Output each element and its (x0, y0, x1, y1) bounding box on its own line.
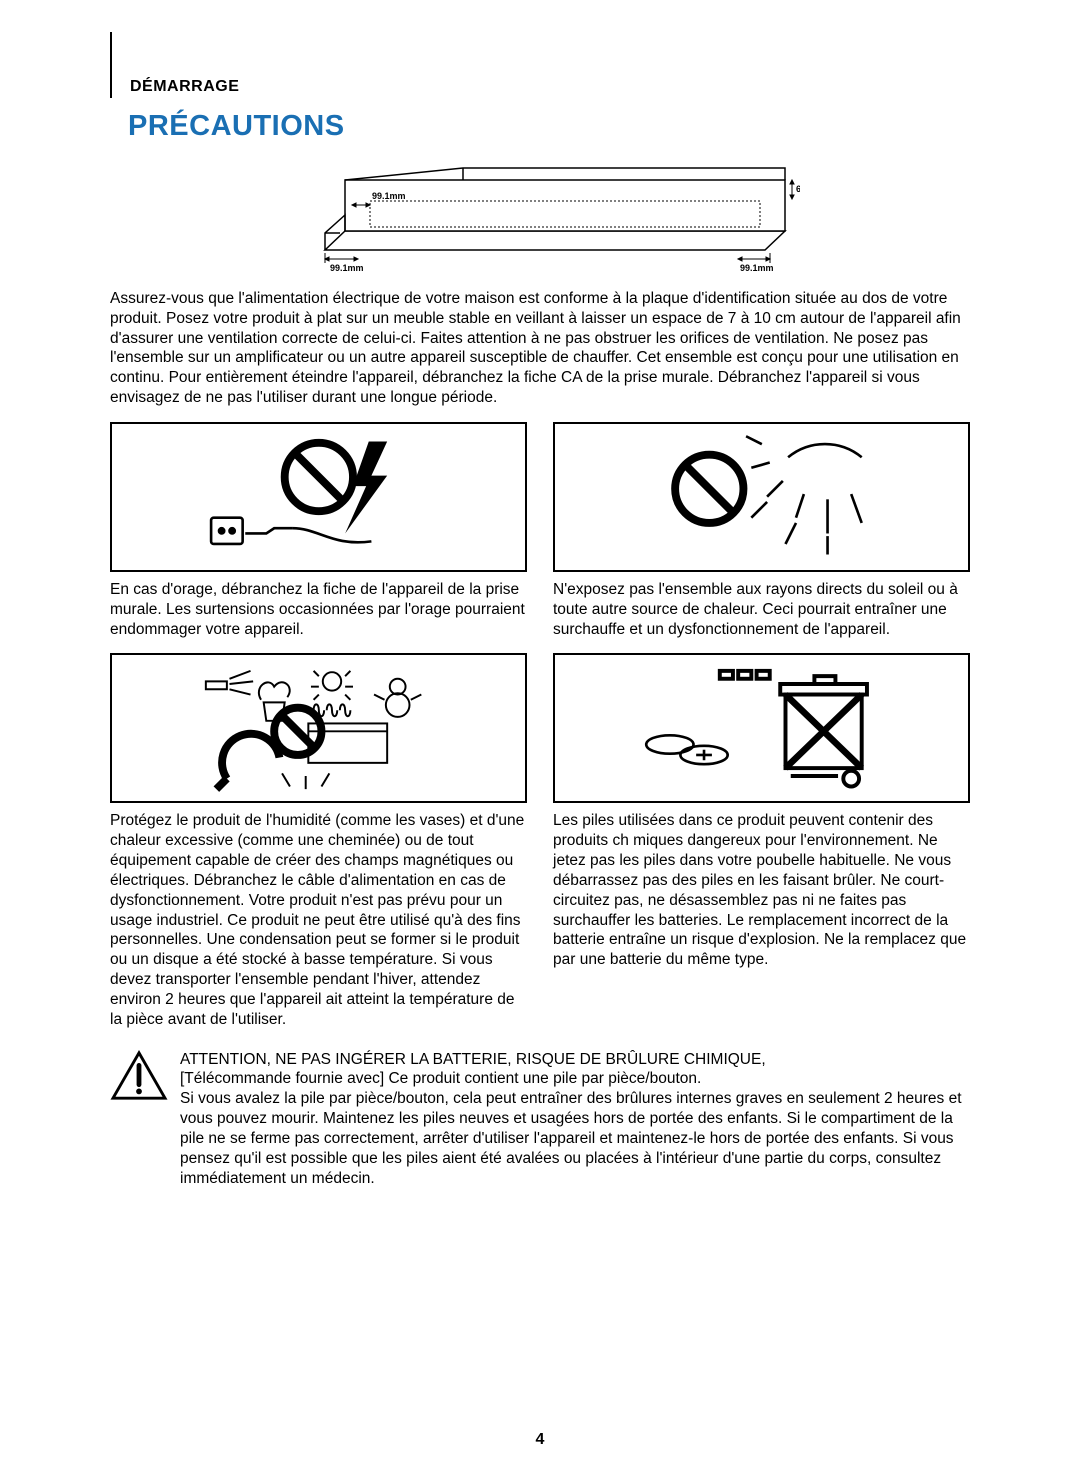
dim-right: 68.6mm (796, 184, 800, 194)
precaution-text: En cas d'orage, débranchez la fiche de l… (110, 580, 527, 639)
intro-paragraph: Assurez-vous que l'alimentation électriq… (110, 289, 970, 408)
page-title: PRÉCAUTIONS (128, 110, 970, 143)
battery-warning: ATTENTION, NE PAS INGÉRER LA BATTERIE, R… (110, 1050, 970, 1189)
no-storm-plug-icon (110, 422, 527, 572)
precaution-block: Les piles utilisées dans ce produit peuv… (553, 653, 970, 1043)
warning-text: ATTENTION, NE PAS INGÉRER LA BATTERIE, R… (180, 1050, 970, 1189)
precaution-block: Protégez le produit de l'humidité (comme… (110, 653, 527, 1043)
precaution-text: N'exposez pas l'ensemble aux rayons dire… (553, 580, 970, 639)
battery-disposal-icon (553, 653, 970, 803)
precautions-row-2: Protégez le produit de l'humidité (comme… (110, 653, 970, 1043)
dim-bottom-right: 99.1mm (740, 263, 774, 273)
clearance-diagram: 99.1mm 68.6mm 99.1mm 99.1mm (280, 155, 800, 275)
no-humidity-heat-magnet-icon (110, 653, 527, 803)
precaution-block: N'exposez pas l'ensemble aux rayons dire… (553, 422, 970, 653)
dim-top-left: 99.1mm (372, 191, 406, 201)
dim-bottom-left: 99.1mm (330, 263, 364, 273)
precautions-row-1: En cas d'orage, débranchez la fiche de l… (110, 422, 970, 653)
precaution-text: Protégez le produit de l'humidité (comme… (110, 811, 527, 1029)
precaution-block: En cas d'orage, débranchez la fiche de l… (110, 422, 527, 653)
manual-page: DÉMARRAGE PRÉCAUTIONS (0, 0, 1080, 1479)
no-sunlight-icon (553, 422, 970, 572)
page-number: 4 (0, 1431, 1080, 1449)
warning-triangle-icon (110, 1050, 168, 1107)
clearance-diagram-wrap: 99.1mm 68.6mm 99.1mm 99.1mm (110, 155, 970, 275)
precaution-text: Les piles utilisées dans ce produit peuv… (553, 811, 970, 970)
header-bar: DÉMARRAGE (110, 32, 970, 98)
section-label: DÉMARRAGE (130, 78, 239, 96)
